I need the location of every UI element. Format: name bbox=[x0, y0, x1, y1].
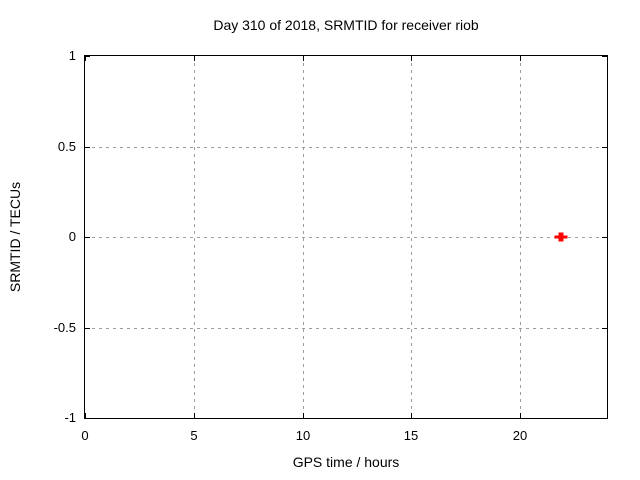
x-tick-label: 20 bbox=[512, 428, 528, 443]
x-tick-top bbox=[520, 56, 521, 61]
x-tick-label: 15 bbox=[403, 428, 419, 443]
y-tick-label: 1 bbox=[68, 48, 76, 63]
y-gridline bbox=[85, 147, 607, 148]
y-gridline bbox=[85, 237, 607, 238]
x-tick-bottom bbox=[303, 413, 304, 418]
y-tick-right bbox=[602, 56, 607, 57]
y-tick-left bbox=[85, 147, 90, 148]
y-tick-left bbox=[85, 56, 90, 57]
y-tick-left bbox=[85, 328, 90, 329]
x-tick-bottom bbox=[194, 413, 195, 418]
y-tick-right bbox=[602, 237, 607, 238]
x-tick-label: 10 bbox=[295, 428, 311, 443]
chart-title: Day 310 of 2018, SRMTID for receiver rio… bbox=[213, 17, 479, 33]
y-tick-label: -0.5 bbox=[53, 320, 76, 335]
x-tick-top bbox=[194, 56, 195, 61]
x-tick-label: 5 bbox=[190, 428, 198, 443]
x-tick-bottom bbox=[520, 413, 521, 418]
y-tick-right bbox=[602, 418, 607, 419]
x-tick-top bbox=[85, 56, 86, 61]
x-tick-top bbox=[303, 56, 304, 61]
y-tick-label: 0 bbox=[68, 229, 76, 244]
x-axis-label: GPS time / hours bbox=[292, 454, 400, 470]
y-tick-label: -1 bbox=[64, 410, 76, 425]
y-tick-left bbox=[85, 237, 90, 238]
y-tick-left bbox=[85, 418, 90, 419]
x-tick-top bbox=[411, 56, 412, 61]
x-tick-label: 0 bbox=[81, 428, 89, 443]
y-tick-right bbox=[602, 147, 607, 148]
y-gridline bbox=[85, 328, 607, 329]
marker-v-bar bbox=[558, 232, 564, 242]
x-tick-bottom bbox=[411, 413, 412, 418]
plot-area bbox=[84, 55, 608, 419]
x-tick-bottom bbox=[85, 413, 86, 418]
y-tick-right bbox=[602, 328, 607, 329]
y-tick-label: 0.5 bbox=[57, 139, 76, 154]
